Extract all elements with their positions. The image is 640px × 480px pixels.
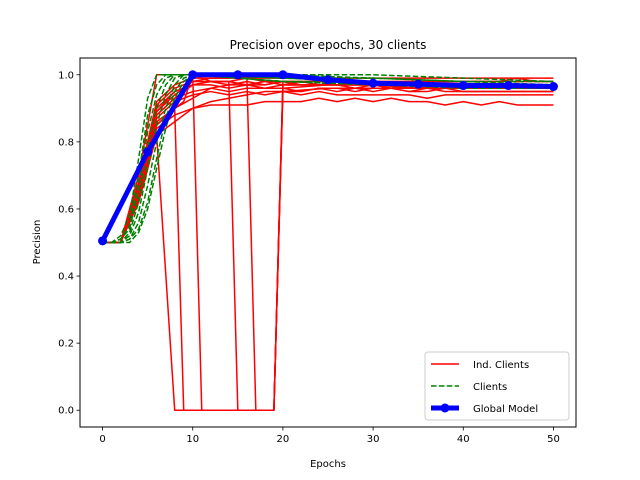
y-tick-label: 1.0	[58, 70, 74, 81]
axis-ticks: 0 10 20 30 40 50 0.0 0.2 0.4 0.6 0.8 1.0	[58, 70, 560, 445]
legend-box	[424, 351, 570, 421]
x-axis-label: Epochs	[310, 459, 346, 470]
y-axis-label: Precision	[32, 220, 43, 265]
y-tick-label: 0.0	[58, 406, 74, 417]
ind-clients-series-line-7	[102, 97, 554, 244]
clients-series-line-3	[102, 74, 554, 244]
global-model-point-7	[368, 78, 378, 88]
x-tick-label: 50	[547, 434, 560, 445]
global-model-point-9	[458, 81, 468, 91]
y-tick-label: 0.6	[58, 204, 74, 215]
chart-title: Precision over epochs, 30 clients	[230, 38, 427, 52]
x-tick-label: 0	[99, 434, 105, 445]
global-model-point-10	[503, 81, 513, 91]
global-model-point-5	[278, 70, 288, 80]
clients-series-line-8	[102, 74, 554, 244]
legend-label-2: Clients	[473, 382, 507, 393]
global-model-point-4	[233, 70, 243, 80]
clients-series-line-5	[102, 74, 554, 244]
global-model-point-3	[188, 70, 198, 80]
y-tick-label: 0.8	[58, 137, 74, 148]
x-tick-label: 40	[457, 434, 470, 445]
ind-clients-series-line-15	[102, 80, 554, 244]
legend-label-1: Ind. Clients	[473, 360, 529, 371]
clients-series-line-1	[102, 74, 554, 244]
global-model-point-6	[323, 75, 333, 85]
legend-marker	[440, 403, 450, 413]
y-tick-label: 0.2	[58, 339, 74, 350]
x-tick-label: 30	[367, 434, 380, 445]
legend-label-3: Global Model	[473, 404, 538, 415]
y-tick-label: 0.4	[58, 272, 74, 283]
legend: Ind. Clients Clients Global Model	[424, 351, 570, 421]
global-model-point-1	[98, 236, 108, 246]
global-model-point-2	[143, 147, 153, 157]
x-tick-label: 10	[186, 434, 199, 445]
global-model-point-8	[413, 79, 423, 89]
x-tick-label: 20	[277, 434, 290, 445]
plot-area	[98, 70, 558, 411]
global-model-point-11	[548, 82, 558, 92]
axes-frame	[79, 57, 577, 428]
